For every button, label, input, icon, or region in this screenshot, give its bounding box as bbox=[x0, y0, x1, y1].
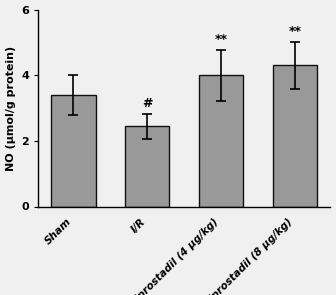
Bar bbox=[51, 95, 96, 206]
Bar bbox=[199, 75, 243, 206]
Text: #: # bbox=[142, 97, 153, 110]
Bar bbox=[125, 126, 169, 206]
Text: **: ** bbox=[215, 33, 228, 46]
Text: **: ** bbox=[289, 25, 301, 38]
Y-axis label: NO (μmol/g protein): NO (μmol/g protein) bbox=[6, 45, 15, 171]
Bar bbox=[273, 65, 317, 206]
